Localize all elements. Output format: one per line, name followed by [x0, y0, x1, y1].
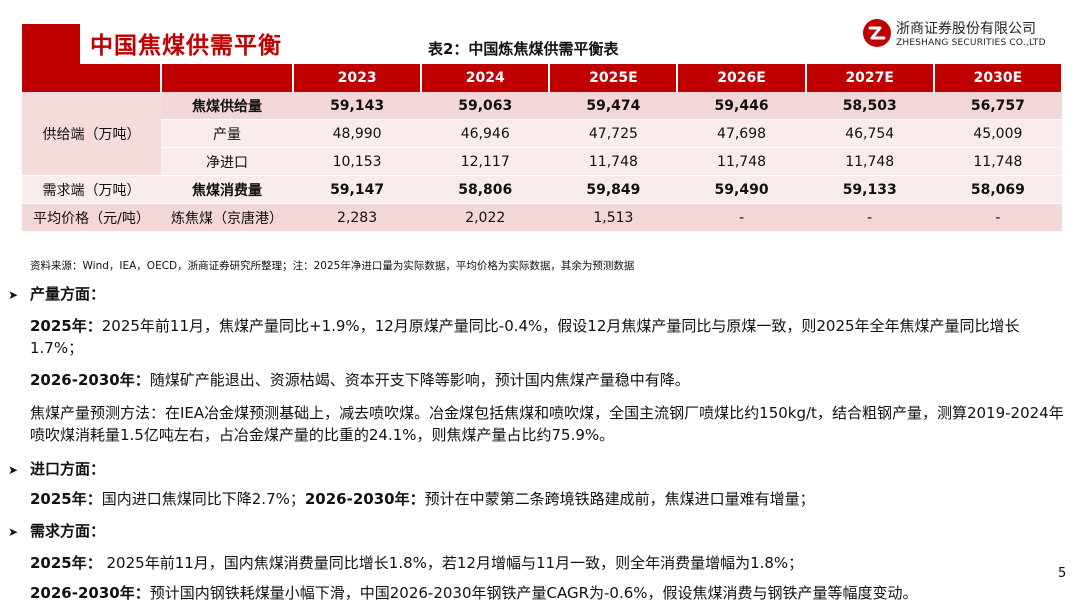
company-logo-icon [863, 19, 891, 47]
table-cell: 46,946 [421, 119, 550, 148]
paragraph-text: 随煤矿产能退出、资源枯竭、资本开支下降等影响，预计国内焦煤产量稳中有降。 [149, 371, 690, 389]
section-title: 进口方面： [30, 460, 106, 478]
section-title: 需求方面： [30, 522, 106, 540]
logo-company-name-cn: 浙商证券股份有限公司 [896, 21, 1036, 37]
table-cell: 56,757 [933, 92, 1062, 120]
column-header: 2026E [677, 64, 807, 92]
group-label-price: 平均价格（元/吨） [22, 203, 161, 232]
header: 中国焦煤供需平衡 表2：中国炼焦煤供需平衡表 浙商证券股份有限公司 ZHESHA… [0, 0, 1080, 64]
paragraph-text: 2025年前11月，焦煤产量同比+1.9%，12月原煤产量同比-0.4%，假设1… [30, 317, 1020, 357]
paragraph-lead: 2026-2030年： [304, 490, 425, 508]
header-empty-cell [161, 64, 294, 92]
table-cell: 59,446 [677, 92, 806, 120]
paragraph-text: 预计在中蒙第二条跨境铁路建成前，焦煤进口量难有增量； [424, 490, 815, 508]
table-cell: - [933, 203, 1062, 232]
chevron-right-icon: ➤ [8, 288, 19, 302]
page-number: 5 [1058, 566, 1067, 581]
company-logo: 浙商证券股份有限公司 ZHESHANG SECURITIES CO.,LTD [862, 18, 1062, 58]
table-cell: 58,806 [421, 175, 550, 204]
paragraph-text: 焦煤产量预测方法：在IEA冶金煤预测基础上，减去喷吹煤。冶金煤包括焦煤和喷吹煤，… [30, 404, 1064, 444]
column-header: 2024 [421, 64, 551, 92]
table-cell: 2,283 [293, 203, 422, 232]
table-cell: 58,069 [933, 175, 1062, 204]
paragraph-lead: 2025年： [30, 554, 102, 572]
paragraph: 2026-2030年：预计国内钢铁耗煤量小幅下滑，中国2026-2030年钢铁产… [30, 582, 1070, 604]
section-heading-production: ➤ 产量方面： [8, 283, 105, 304]
column-header: 2025E [549, 64, 679, 92]
table-title: 表2：中国炼焦煤供需平衡表 [428, 40, 619, 58]
section-title: 产量方面： [30, 285, 106, 303]
table-cell: 59,474 [549, 92, 678, 120]
chevron-right-icon: ➤ [8, 525, 19, 539]
table-row: 平均价格（元/吨） 炼焦煤（京唐港） 2,283 2,022 1,513 - -… [22, 203, 1062, 232]
paragraph-lead: 2025年： [30, 490, 102, 508]
header-empty-cell [22, 64, 162, 92]
table-cell: - [677, 203, 806, 232]
table-cell: 59,133 [805, 175, 934, 204]
table-cell: 46,754 [805, 119, 934, 148]
table-cell: 48,990 [293, 119, 422, 148]
supply-demand-table: 2023 2024 2025E 2026E 2027E 2030E 供给端（万吨… [22, 64, 1064, 232]
table-cell: 47,698 [677, 119, 806, 148]
page-title: 中国焦煤供需平衡 [90, 33, 282, 59]
table-cell: 45,009 [933, 119, 1062, 148]
row-label: 焦煤供给量 [161, 92, 293, 120]
row-label: 炼焦煤（京唐港） [161, 203, 293, 232]
table-cell: 47,725 [549, 119, 678, 148]
chevron-right-icon: ➤ [8, 463, 19, 477]
table-cell: - [805, 203, 934, 232]
table-cell: 59,849 [549, 175, 678, 204]
group-label-demand: 需求端（万吨） [22, 175, 161, 204]
table-cell: 59,490 [677, 175, 806, 204]
paragraph: 2025年：国内进口焦煤同比下降2.7%；2026-2030年：预计在中蒙第二条… [30, 488, 1070, 510]
paragraph: 2025年：2025年前11月，焦煤产量同比+1.9%，12月原煤产量同比-0.… [30, 315, 1070, 359]
table-cell: 1,513 [549, 203, 678, 232]
row-label: 净进口 [161, 147, 293, 176]
source-note: 资料来源：Wind，IEA，OECD，浙商证券研究所整理；注：2025年净进口量… [30, 260, 635, 272]
paragraph-text: 预计国内钢铁耗煤量小幅下滑，中国2026-2030年钢铁产量CAGR为-0.6%… [149, 584, 918, 602]
paragraph-text: 2025年前11月，国内焦煤消费量同比增长1.8%，若12月增幅与11月一致，则… [101, 554, 804, 572]
paragraph: 2026-2030年：随煤矿产能退出、资源枯竭、资本开支下降等影响，预计国内焦煤… [30, 369, 1070, 391]
section-heading-imports: ➤ 进口方面： [8, 458, 105, 479]
row-label: 焦煤消费量 [161, 175, 293, 204]
paragraph-lead: 2025年： [30, 317, 102, 335]
table-cell: 11,748 [549, 147, 678, 176]
paragraph-lead: 2026-2030年： [30, 584, 150, 602]
table-cell: 11,748 [677, 147, 806, 176]
table-header-row: 2023 2024 2025E 2026E 2027E 2030E [22, 64, 1064, 92]
table-row: 需求端（万吨） 焦煤消费量 59,147 58,806 59,849 59,49… [22, 175, 1062, 204]
table-cell: 58,503 [805, 92, 934, 120]
row-label: 产量 [161, 119, 293, 148]
table-cell: 59,143 [293, 92, 422, 120]
table-cell: 2,022 [421, 203, 550, 232]
table-cell: 59,063 [421, 92, 550, 120]
table-row: 产量 48,990 46,946 47,725 47,698 46,754 45… [22, 119, 1062, 148]
column-header: 2030E [933, 64, 1064, 92]
paragraph: 焦煤产量预测方法：在IEA冶金煤预测基础上，减去喷吹煤。冶金煤包括焦煤和喷吹煤，… [30, 402, 1070, 446]
table-cell: 59,147 [293, 175, 422, 204]
table-cell: 11,748 [805, 147, 934, 176]
table-cell: 10,153 [293, 147, 422, 176]
table-row: 供给端（万吨） 焦煤供给量 59,143 59,063 59,474 59,44… [22, 92, 1062, 176]
paragraph-lead: 2026-2030年： [30, 371, 150, 389]
paragraph-text: 国内进口焦煤同比下降2.7%； [101, 490, 305, 508]
table-cell: 11,748 [933, 147, 1062, 176]
column-header: 2027E [805, 64, 935, 92]
logo-company-name-en: ZHESHANG SECURITIES CO.,LTD [896, 38, 1046, 48]
table-cell: 12,117 [421, 147, 550, 176]
title-accent-block [22, 24, 80, 64]
section-heading-demand: ➤ 需求方面： [8, 520, 105, 541]
column-header: 2023 [293, 64, 423, 92]
table-row: 净进口 10,153 12,117 11,748 11,748 11,748 1… [22, 147, 1062, 176]
paragraph: 2025年： 2025年前11月，国内焦煤消费量同比增长1.8%，若12月增幅与… [30, 552, 1070, 574]
group-label-supply: 供给端（万吨） [22, 92, 161, 176]
